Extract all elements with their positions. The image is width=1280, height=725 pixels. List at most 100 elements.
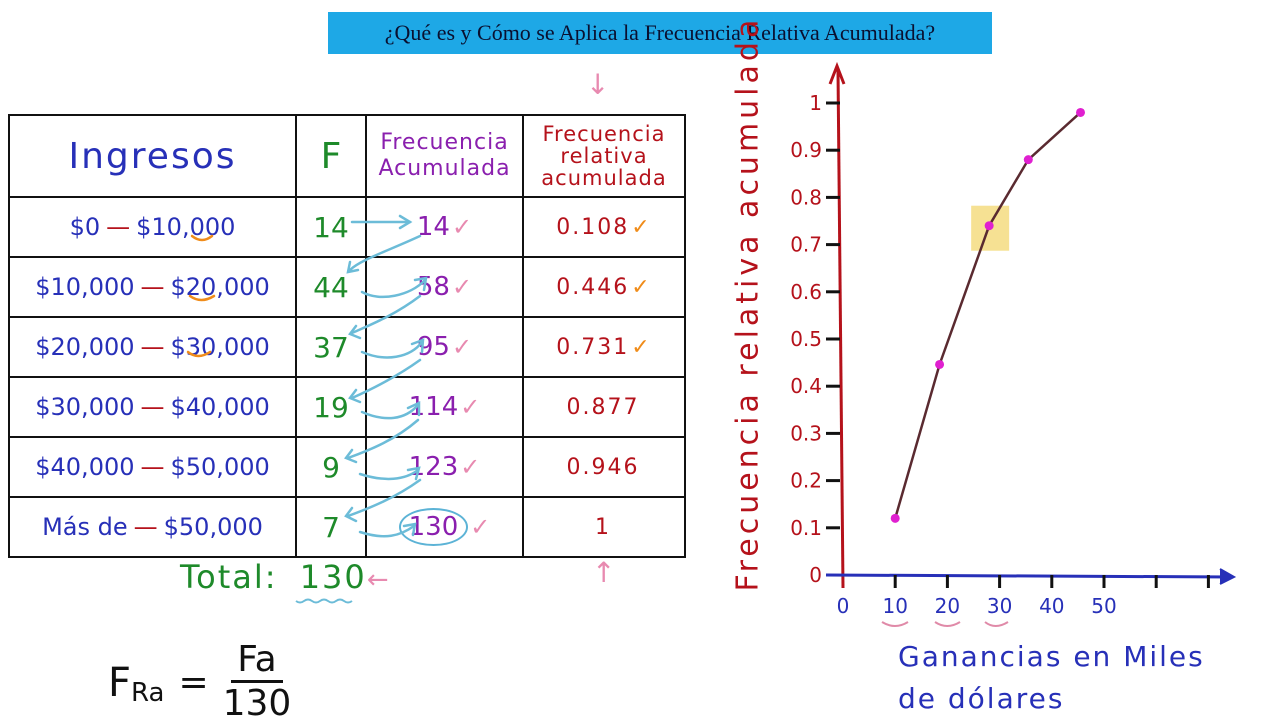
range-dash: — bbox=[140, 333, 165, 361]
cumulative-relative-frequency: 0.446✓ bbox=[522, 256, 686, 318]
fra-value: 0.446 bbox=[556, 274, 630, 300]
table-row: $0— $10,000 14 14✓ 0.108✓ bbox=[8, 196, 686, 258]
y-tick-label: 1 bbox=[809, 91, 822, 115]
check-icon: ✓ bbox=[451, 333, 473, 361]
range-to: $50,000 bbox=[163, 513, 263, 541]
range-dash: — bbox=[140, 453, 165, 481]
left-arrow-icon: ← bbox=[366, 565, 391, 595]
y-tick-label: 0.8 bbox=[790, 185, 822, 209]
fra-value: 1 bbox=[595, 514, 611, 540]
range-to: $50,000 bbox=[170, 453, 270, 481]
header-fra-line3: acumulada bbox=[541, 166, 667, 190]
formula-equals: = bbox=[178, 662, 209, 703]
income-range: Más de — $50,000 bbox=[8, 496, 297, 558]
x-tick-label: 50 bbox=[1091, 594, 1116, 618]
check-icon: ✓ bbox=[460, 393, 481, 421]
series-line bbox=[893, 111, 1082, 519]
x-tick-label: 10 bbox=[882, 594, 907, 618]
formula-lhs-subscript: Ra bbox=[131, 677, 165, 708]
header-ingresos: Ingresos bbox=[8, 114, 297, 198]
formula-denominator: 130 bbox=[222, 683, 292, 724]
y-tick-label: 0.3 bbox=[790, 421, 822, 445]
data-point bbox=[984, 221, 994, 231]
cumulative-relative-frequency: 0.731✓ bbox=[522, 316, 686, 378]
x-ticks bbox=[893, 575, 1210, 588]
income-range: $10,000— $20,000 bbox=[8, 256, 297, 318]
header-fa-line1: Frecuencia bbox=[380, 130, 509, 155]
y-tick-label: 0.6 bbox=[790, 280, 822, 304]
header-fra-line2: relativa bbox=[560, 144, 648, 168]
data-point bbox=[890, 513, 900, 523]
check-icon: ✓ bbox=[460, 453, 481, 481]
income-range: $30,000— $40,000 bbox=[8, 376, 297, 438]
y-tick-label: 0 bbox=[809, 563, 822, 587]
y-tick-labels: 0 0.1 0.2 0.3 0.4 0.5 0.6 0.7 0.8 0.9 1 bbox=[790, 91, 822, 587]
data-point bbox=[1023, 155, 1033, 165]
x-tick-label: 0 bbox=[837, 594, 850, 618]
range-from: $0 bbox=[69, 213, 101, 241]
x-tick-label: 20 bbox=[935, 594, 960, 618]
down-arrow-icon: ↓ bbox=[586, 68, 610, 101]
x-underline-marks bbox=[881, 621, 1009, 627]
y-tick-label: 0.1 bbox=[790, 516, 822, 540]
range-from: $10,000 bbox=[35, 273, 135, 301]
range-dash: — bbox=[133, 513, 158, 541]
formula-lhs: F bbox=[108, 659, 132, 706]
total-label: Total: 130← bbox=[180, 558, 391, 596]
title-banner: ¿Qué es y Cómo se Aplica la Frecuencia R… bbox=[328, 12, 992, 54]
table-row: $30,000— $40,000 19 114✓ 0.877 bbox=[8, 376, 686, 438]
x-tick-label: 30 bbox=[987, 594, 1012, 618]
range-dash: — bbox=[140, 393, 165, 421]
y-tick-label: 0.9 bbox=[790, 138, 822, 162]
check-icon: ✓ bbox=[470, 513, 491, 541]
fra-value: 0.946 bbox=[566, 454, 640, 480]
table-row: $40,000— $50,000 9 123✓ 0.946 bbox=[8, 436, 686, 498]
formula: F Ra = Fa 130 bbox=[108, 640, 291, 725]
up-arrow-icon: ↑ bbox=[592, 556, 616, 589]
formula-fraction: Fa 130 bbox=[223, 640, 292, 725]
header-frecuencia-relativa-acumulada: Frecuencia relativa acumulada bbox=[522, 114, 686, 198]
x-axis-title: Ganancias en Miles de dólares bbox=[898, 636, 1205, 720]
range-from: $40,000 bbox=[35, 453, 135, 481]
y-axis bbox=[828, 61, 846, 589]
check-icon: ✓ bbox=[631, 334, 652, 360]
y-ticks bbox=[826, 101, 840, 530]
cumulative-frequency: 14✓ bbox=[365, 196, 524, 258]
check-icon: ✓ bbox=[451, 273, 473, 301]
check-icon: ✓ bbox=[631, 214, 652, 240]
header-f: F bbox=[295, 114, 367, 198]
x-axis-title-line2: de dólares bbox=[898, 682, 1065, 715]
x-axis-title-line1: Ganancias en Miles bbox=[898, 640, 1205, 673]
series-points bbox=[890, 107, 1086, 523]
fa-value: 14 bbox=[416, 212, 450, 242]
table-row: $10,000— $20,000 44 58✓ 0.446✓ bbox=[8, 256, 686, 318]
y-axis-title: Frecuencia relativa acumulada bbox=[730, 15, 766, 592]
x-axis bbox=[825, 568, 1237, 585]
total-text: Total: bbox=[180, 558, 278, 596]
range-to: $20,000 bbox=[170, 273, 270, 301]
fra-value: 0.108 bbox=[556, 214, 630, 240]
cumulative-relative-frequency: 0.877 bbox=[522, 376, 686, 438]
cumulative-relative-frequency: 0.946 bbox=[522, 436, 686, 498]
y-tick-label: 0.4 bbox=[790, 374, 822, 398]
range-from: $20,000 bbox=[35, 333, 135, 361]
data-point bbox=[1076, 107, 1086, 117]
range-to: $10,000 bbox=[136, 213, 236, 241]
total-value: 130 bbox=[299, 558, 367, 596]
y-tick-label: 0.5 bbox=[790, 327, 822, 351]
y-tick-label: 0.7 bbox=[790, 233, 822, 257]
table-header-row: Ingresos F Frecuencia Acumulada Frecuenc… bbox=[8, 114, 686, 198]
y-tick-label: 0.2 bbox=[790, 469, 822, 493]
check-icon: ✓ bbox=[451, 213, 473, 241]
range-dash: — bbox=[106, 213, 131, 241]
x-tick-labels: 0 10 20 30 40 50 bbox=[837, 594, 1117, 618]
fra-value: 0.877 bbox=[566, 394, 640, 420]
formula-numerator: Fa bbox=[231, 640, 283, 683]
income-range: $40,000— $50,000 bbox=[8, 436, 297, 498]
header-frecuencia-acumulada: Frecuencia Acumulada bbox=[365, 114, 524, 198]
cumulative-relative-frequency: 0.108✓ bbox=[522, 196, 686, 258]
fra-value: 0.731 bbox=[556, 334, 630, 360]
check-icon: ✓ bbox=[631, 274, 652, 300]
x-tick-label: 40 bbox=[1039, 594, 1064, 618]
